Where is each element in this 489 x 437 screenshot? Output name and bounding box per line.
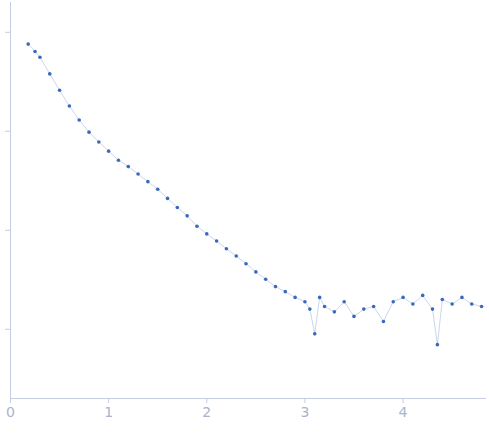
- svg-text:4: 4: [399, 404, 408, 420]
- svg-text:3: 3: [300, 404, 309, 420]
- svg-text:1: 1: [104, 404, 113, 420]
- svg-text:2: 2: [202, 404, 211, 420]
- svg-text:0: 0: [6, 404, 15, 420]
